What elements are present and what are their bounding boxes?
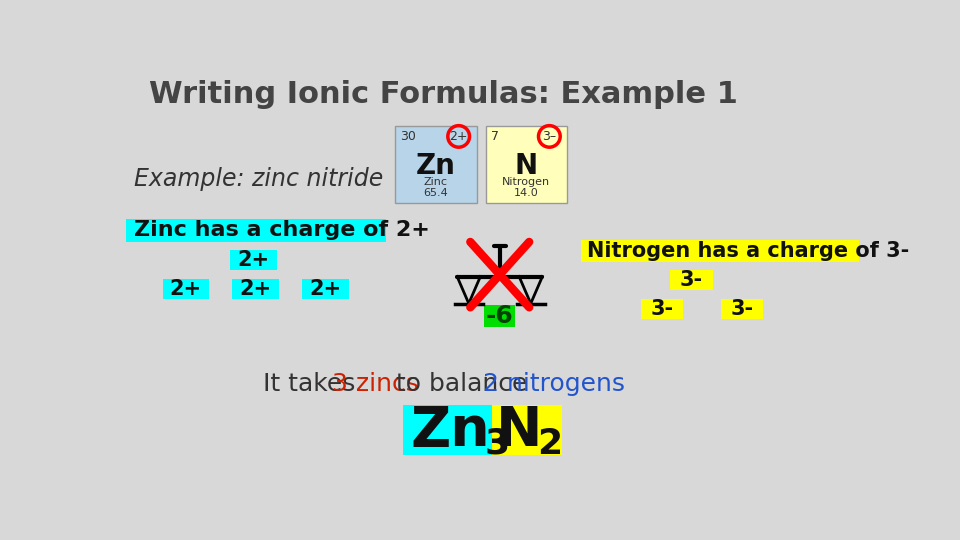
Text: 7: 7: [492, 130, 499, 143]
Text: Zn: Zn: [411, 403, 491, 457]
FancyBboxPatch shape: [484, 305, 516, 327]
FancyBboxPatch shape: [492, 405, 562, 455]
Text: to balance: to balance: [388, 373, 536, 396]
Text: 2+: 2+: [170, 279, 202, 299]
FancyBboxPatch shape: [232, 279, 278, 299]
Text: 2+: 2+: [237, 249, 270, 269]
Text: 3 zincs: 3 zincs: [331, 373, 419, 396]
Text: 2 nitrogens: 2 nitrogens: [483, 373, 625, 396]
Text: Zinc has a charge of 2+: Zinc has a charge of 2+: [134, 220, 430, 240]
Text: 3: 3: [484, 427, 510, 461]
Text: 65.4: 65.4: [423, 188, 447, 198]
FancyBboxPatch shape: [126, 219, 386, 242]
Text: 3-: 3-: [680, 269, 703, 289]
Text: Example: zinc nitride: Example: zinc nitride: [134, 167, 383, 191]
Text: Zn: Zn: [416, 152, 455, 180]
FancyBboxPatch shape: [230, 249, 276, 269]
Text: 14.0: 14.0: [514, 188, 539, 198]
Text: Zinc: Zinc: [423, 177, 447, 187]
FancyBboxPatch shape: [403, 405, 492, 455]
Text: 2+: 2+: [240, 279, 272, 299]
FancyBboxPatch shape: [396, 126, 476, 204]
Text: -6: -6: [486, 304, 514, 328]
Text: Nitrogen: Nitrogen: [502, 177, 550, 187]
FancyBboxPatch shape: [581, 240, 858, 262]
Text: It takes: It takes: [263, 373, 364, 396]
Text: 3–: 3–: [542, 130, 557, 143]
FancyBboxPatch shape: [670, 269, 713, 289]
FancyBboxPatch shape: [641, 299, 684, 319]
Text: 3-: 3-: [651, 299, 674, 319]
Text: N: N: [515, 152, 538, 180]
Text: Writing Ionic Formulas: Example 1: Writing Ionic Formulas: Example 1: [150, 79, 738, 109]
Text: 2+: 2+: [309, 279, 342, 299]
Text: 30: 30: [400, 130, 417, 143]
Text: 2: 2: [537, 427, 562, 461]
FancyBboxPatch shape: [302, 279, 348, 299]
Text: 3-: 3-: [731, 299, 754, 319]
Text: 2+: 2+: [449, 130, 468, 143]
FancyBboxPatch shape: [162, 279, 209, 299]
Text: N: N: [496, 403, 542, 457]
FancyBboxPatch shape: [486, 126, 567, 204]
Text: Nitrogen has a charge of 3-: Nitrogen has a charge of 3-: [588, 241, 909, 261]
FancyBboxPatch shape: [721, 299, 763, 319]
